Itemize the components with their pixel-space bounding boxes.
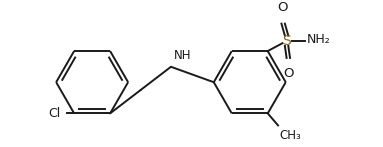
- Text: CH₃: CH₃: [280, 129, 301, 142]
- Text: S: S: [282, 34, 291, 48]
- Text: O: O: [277, 1, 288, 14]
- Text: Cl: Cl: [48, 107, 61, 120]
- Text: NH: NH: [174, 49, 192, 62]
- Text: NH₂: NH₂: [307, 33, 331, 46]
- Text: O: O: [283, 67, 293, 80]
